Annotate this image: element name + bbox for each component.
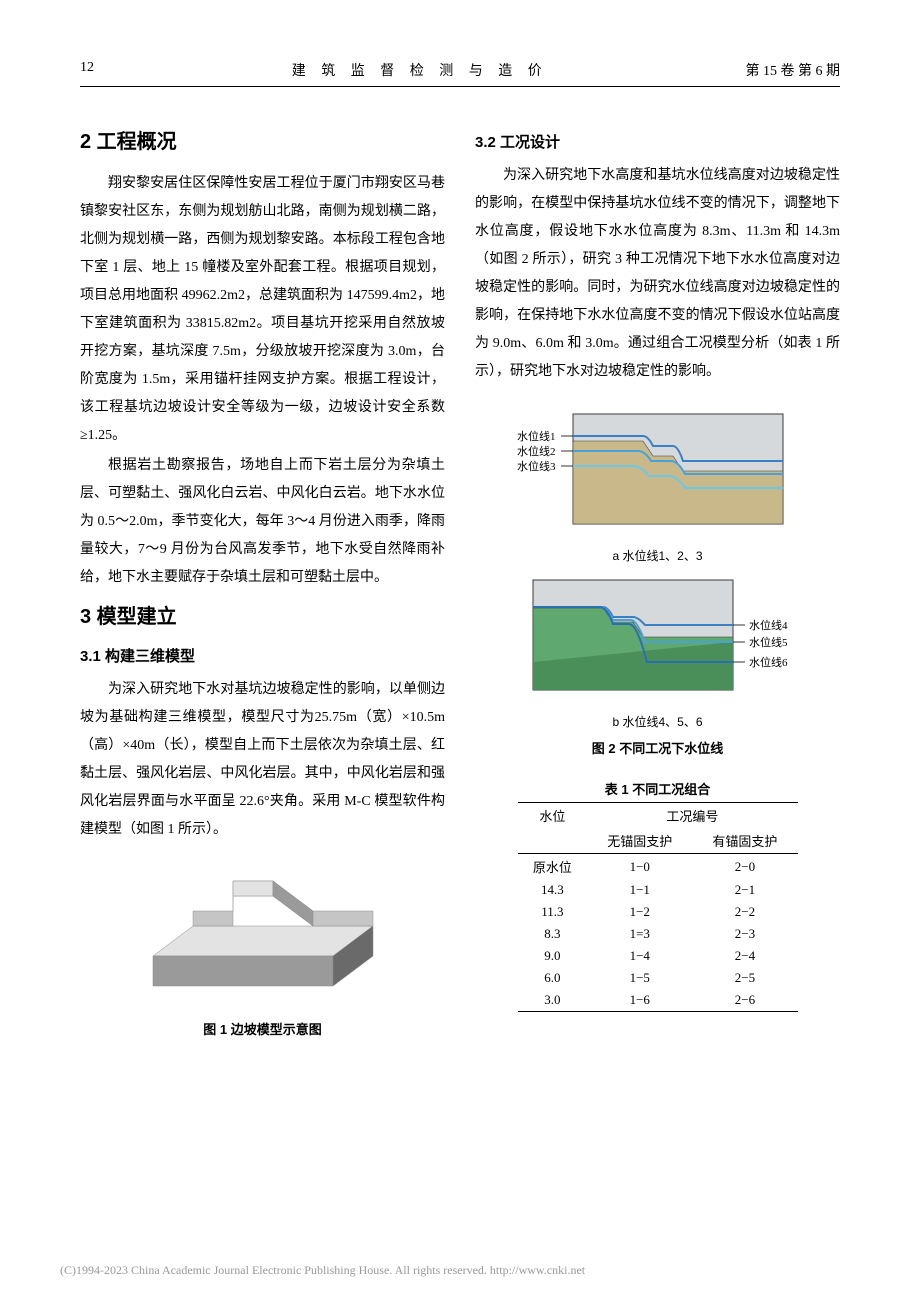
table-row: 1−2 — [587, 901, 692, 923]
fig2b-label-4: 水位线4 — [749, 618, 788, 632]
figure-1-svg — [133, 856, 393, 1006]
table-row: 1−5 — [587, 967, 692, 989]
section-3-title: 3 模型建立 — [80, 600, 445, 629]
table-1: 水位 工况编号 无锚固支护 有锚固支护 原水位 1−0 2−0 14.3 1−1… — [518, 802, 798, 1012]
fig2b-label-5: 水位线5 — [749, 635, 788, 649]
right-column: 3.2 工况设计 为深入研究地下水高度和基坑水位线高度对边坡稳定性的影响，在模型… — [475, 117, 840, 1054]
table-row: 2−4 — [692, 945, 797, 967]
table-row: 1−6 — [587, 989, 692, 1012]
section-2-para-2: 根据岩土勘察报告，场地自上而下岩土层分为杂填土层、可塑黏土、强风化白云岩、中风化… — [80, 452, 445, 592]
left-column: 2 工程概况 翔安黎安居住区保障性安居工程位于厦门市翔安区马巷镇黎安社区东，东侧… — [80, 117, 445, 1054]
section-3-2-title: 3.2 工况设计 — [475, 131, 840, 152]
table-h2-c2: 有锚固支护 — [692, 828, 797, 854]
table-h1-c0: 水位 — [518, 803, 588, 829]
table-row: 8.3 — [518, 923, 588, 945]
section-3-1-title: 3.1 构建三维模型 — [80, 645, 445, 666]
table-row: 11.3 — [518, 901, 588, 923]
table-h2-c0 — [518, 828, 588, 854]
section-3-1-para-1: 为深入研究地下水对基坑边坡稳定性的影响，以单侧边坡为基础构建三维模型，模型尺寸为… — [80, 676, 445, 844]
section-2-para-1: 翔安黎安居住区保障性安居工程位于厦门市翔安区马巷镇黎安社区东，东侧为规划舫山北路… — [80, 170, 445, 450]
table-row: 3.0 — [518, 989, 588, 1012]
figure-1-caption: 图 1 边坡模型示意图 — [80, 1019, 445, 1038]
page-number: 12 — [80, 60, 94, 80]
page-footer: (C)1994-2023 China Academic Journal Elec… — [60, 1263, 860, 1278]
section-3-2-para-1: 为深入研究地下水高度和基坑水位线高度对边坡稳定性的影响，在模型中保持基坑水位线不… — [475, 162, 840, 386]
table-row: 9.0 — [518, 945, 588, 967]
table-row: 2−3 — [692, 923, 797, 945]
table-1-title: 表 1 不同工况组合 — [475, 779, 840, 798]
figure-2-caption: 图 2 不同工况下水位线 — [475, 738, 840, 757]
figure-2b-subcaption: b 水位线4、5、6 — [513, 713, 803, 730]
table-h1-c1: 工况编号 — [587, 803, 797, 829]
figure-2b-svg: 水位线4 水位线5 水位线6 — [513, 572, 803, 702]
section-2-title: 2 工程概况 — [80, 125, 445, 154]
fig2a-label-3: 水位线3 — [517, 459, 556, 473]
table-row: 2−6 — [692, 989, 797, 1012]
table-row: 14.3 — [518, 879, 588, 901]
table-row: 2−0 — [692, 854, 797, 880]
table-row: 2−2 — [692, 901, 797, 923]
fig2a-label-1: 水位线1 — [517, 429, 556, 443]
figure-2a-svg: 水位线1 水位线2 水位线3 — [513, 406, 803, 536]
table-row: 1=3 — [587, 923, 692, 945]
fig2b-label-6: 水位线6 — [749, 655, 788, 669]
figure-1 — [133, 856, 393, 1011]
table-row: 1−0 — [587, 854, 692, 880]
figure-2: 水位线1 水位线2 水位线3 a 水位线1、2、3 水位线4 水位线5 水位线6… — [513, 406, 803, 730]
table-row: 2−1 — [692, 879, 797, 901]
issue-info: 第 15 卷 第 6 期 — [746, 60, 841, 80]
content-columns: 2 工程概况 翔安黎安居住区保障性安居工程位于厦门市翔安区马巷镇黎安社区东，东侧… — [80, 117, 840, 1054]
table-row: 1−1 — [587, 879, 692, 901]
journal-title: 建 筑 监 督 检 测 与 造 价 — [292, 60, 548, 80]
figure-2a-subcaption: a 水位线1、2、3 — [513, 547, 803, 564]
table-row: 2−5 — [692, 967, 797, 989]
fig2a-label-2: 水位线2 — [517, 444, 556, 458]
page-header: 12 建 筑 监 督 检 测 与 造 价 第 15 卷 第 6 期 — [80, 60, 840, 87]
table-h2-c1: 无锚固支护 — [587, 828, 692, 854]
table-row: 6.0 — [518, 967, 588, 989]
table-row: 原水位 — [518, 854, 588, 880]
table-row: 1−4 — [587, 945, 692, 967]
